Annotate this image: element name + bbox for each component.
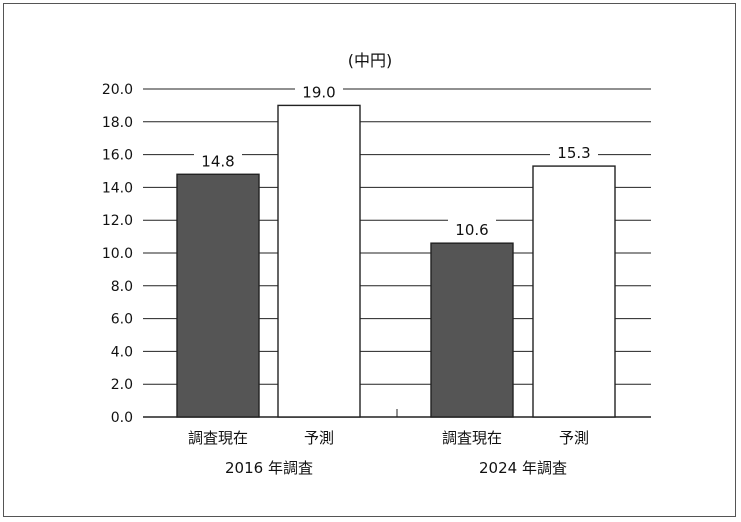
category-label: 予測 — [304, 429, 334, 447]
group-label: 2024 年調査 — [479, 459, 567, 477]
y-tick-label: 6.0 — [111, 312, 133, 328]
bars: 14.8 19.0 10.6 15.3 — [176, 81, 616, 418]
y-tick-label: 8.0 — [111, 279, 133, 295]
category-label: 予測 — [559, 429, 589, 447]
value-label-bg — [550, 142, 598, 163]
category-label: 調査現在 — [188, 429, 248, 447]
y-tick-label: 20.0 — [102, 82, 133, 98]
value-label-bg — [295, 81, 343, 102]
bar — [277, 104, 361, 418]
group-label: 2016 年調査 — [225, 459, 313, 477]
y-tick-label: 10.0 — [102, 246, 133, 262]
unit-label: (中円) — [348, 51, 393, 70]
value-label: 19.0 — [302, 83, 335, 101]
y-tick-label: 12.0 — [102, 213, 133, 229]
bar — [430, 242, 514, 418]
bar — [532, 165, 616, 418]
value-label-bg — [194, 150, 242, 171]
value-label-bg — [448, 219, 496, 240]
y-tick-label: 2.0 — [111, 377, 133, 393]
y-tick-label: 4.0 — [111, 344, 133, 360]
y-tick-label: 14.0 — [102, 180, 133, 196]
bar — [176, 173, 260, 418]
y-axis: 0.0 2.0 4.0 6.0 8.0 10.0 12.0 14.0 16.0 18.0 20.0 — [102, 82, 133, 426]
y-tick-label: 16.0 — [102, 148, 133, 164]
value-label: 14.8 — [201, 152, 234, 170]
value-label: 15.3 — [557, 144, 590, 162]
x-axis-labels: 調査現在 予測 2016 年調査 調査現在 予測 2024 年調査 — [188, 429, 589, 477]
y-tick-label: 18.0 — [102, 115, 133, 131]
y-tick-label: 0.0 — [111, 410, 133, 426]
value-label: 10.6 — [455, 221, 488, 239]
category-label: 調査現在 — [442, 429, 502, 447]
